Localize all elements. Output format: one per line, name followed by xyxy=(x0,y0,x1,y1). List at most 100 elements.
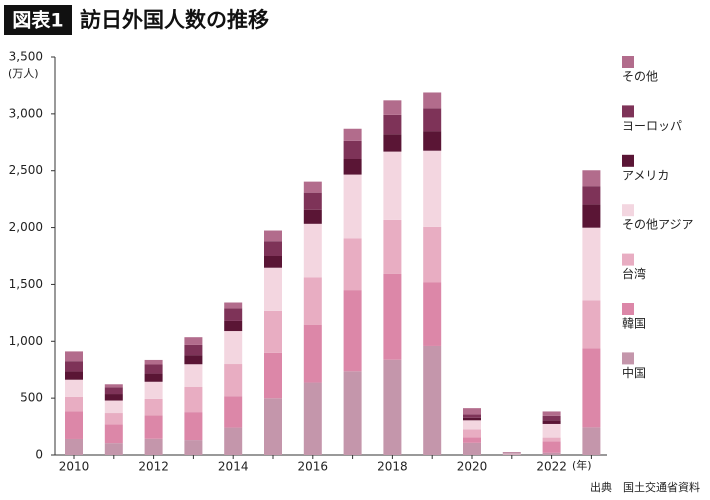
bar-segment xyxy=(144,398,163,416)
bar-segment xyxy=(582,186,601,205)
bar-segment xyxy=(104,413,123,425)
bar-segment xyxy=(542,415,561,421)
bar-segment xyxy=(502,453,521,455)
legend-swatch xyxy=(622,154,634,167)
bar-segment xyxy=(383,359,402,455)
bar-segment xyxy=(144,373,163,382)
bar-segment xyxy=(582,227,601,301)
bar-segment xyxy=(184,412,203,441)
bar-segment xyxy=(65,361,83,372)
bar-segment xyxy=(144,364,163,374)
bar-segment xyxy=(383,134,402,152)
bar-segment xyxy=(502,452,521,453)
x-tick-label: 2016 xyxy=(298,460,329,474)
bar-segment xyxy=(582,170,601,187)
bar-segment xyxy=(65,438,83,455)
bar-segment xyxy=(264,398,282,455)
bar-segment xyxy=(184,355,203,365)
bar-segment xyxy=(65,411,83,439)
bar-segment xyxy=(144,415,163,439)
bar-segment xyxy=(582,204,601,228)
legend-label: ヨーロッパ xyxy=(622,119,682,133)
y-tick-label: 0 xyxy=(35,448,43,462)
bar-segment xyxy=(184,344,203,356)
bar-segment xyxy=(264,241,282,256)
bar-segment xyxy=(264,310,282,353)
legend-swatch xyxy=(622,253,634,266)
legend-swatch xyxy=(622,204,634,217)
bar-segment xyxy=(264,267,282,311)
bar-segment xyxy=(423,282,442,346)
bar-segment xyxy=(542,420,561,424)
y-tick-label: 2,500 xyxy=(9,163,43,177)
legend-label: 台湾 xyxy=(622,266,646,281)
bar-segment xyxy=(303,192,322,210)
legend-swatch xyxy=(622,352,634,365)
legend-label: アメリカ xyxy=(622,168,669,182)
x-tick-label: 2014 xyxy=(218,460,249,474)
legend-label: その他 xyxy=(622,70,658,84)
bar-segment xyxy=(343,140,362,160)
x-tick-label: 2012 xyxy=(138,460,169,474)
bar-segment xyxy=(343,238,362,291)
x-tick-label: 2018 xyxy=(377,460,408,474)
bar-segment xyxy=(104,387,123,395)
bar-segment xyxy=(463,408,481,415)
y-tick-label: 3,500 xyxy=(9,50,43,64)
y-tick-label: 1,000 xyxy=(9,334,43,348)
bar-segment xyxy=(383,273,402,360)
bar-segment xyxy=(264,230,282,242)
bar-segment xyxy=(303,223,322,278)
bar-segment xyxy=(343,128,362,141)
bar-segment xyxy=(463,429,481,438)
bar-segment xyxy=(65,351,83,362)
bar-segment xyxy=(303,324,322,383)
chart-title: 訪日外国人数の推移 xyxy=(80,8,269,32)
bar-segment xyxy=(582,300,601,349)
bar-segment xyxy=(224,320,243,332)
bar-segment xyxy=(104,384,123,388)
bar-segment xyxy=(542,437,561,442)
bar-segment xyxy=(224,396,243,428)
bar-segment xyxy=(303,277,322,325)
y-tick-label: 1,500 xyxy=(9,277,43,291)
bar-segment xyxy=(104,443,123,455)
y-tick-label: 500 xyxy=(20,391,43,405)
bar-segment xyxy=(184,386,203,413)
bar-segment xyxy=(383,100,402,115)
bar-segment xyxy=(542,411,561,416)
bar-segment xyxy=(104,424,123,444)
bar-segment xyxy=(104,394,123,401)
bar-segment xyxy=(423,345,442,455)
legend-label: その他アジア xyxy=(622,218,694,232)
bar-segment xyxy=(224,427,243,455)
bar-segment xyxy=(582,348,601,428)
bar-segment xyxy=(463,437,481,443)
title-tag-box xyxy=(4,5,72,35)
bar-segment xyxy=(423,226,442,283)
bar-segment xyxy=(144,381,163,399)
bar-segment xyxy=(224,331,243,365)
bar-segment xyxy=(423,131,442,151)
bar-segment xyxy=(184,364,203,387)
x-tick-label: 2020 xyxy=(457,460,488,474)
bar-segment xyxy=(383,219,402,274)
bar-segment xyxy=(144,359,163,365)
bar-segment xyxy=(383,151,402,220)
bar-segment xyxy=(463,417,481,421)
bar-segment xyxy=(343,371,362,455)
y-unit: (万人) xyxy=(8,67,39,80)
legend-swatch xyxy=(622,303,634,315)
bar-segment xyxy=(582,427,601,455)
title-tag: 図表1 xyxy=(12,9,63,32)
bar-segment xyxy=(224,364,243,397)
bar-segment xyxy=(343,174,362,239)
bar-segment xyxy=(542,452,561,455)
bar-segment xyxy=(423,108,442,132)
legend-swatch xyxy=(622,56,634,68)
bar-segment xyxy=(264,256,282,268)
bar-segment xyxy=(224,302,243,309)
bar-segment xyxy=(343,290,362,372)
legend-label: 韓国 xyxy=(622,317,646,331)
